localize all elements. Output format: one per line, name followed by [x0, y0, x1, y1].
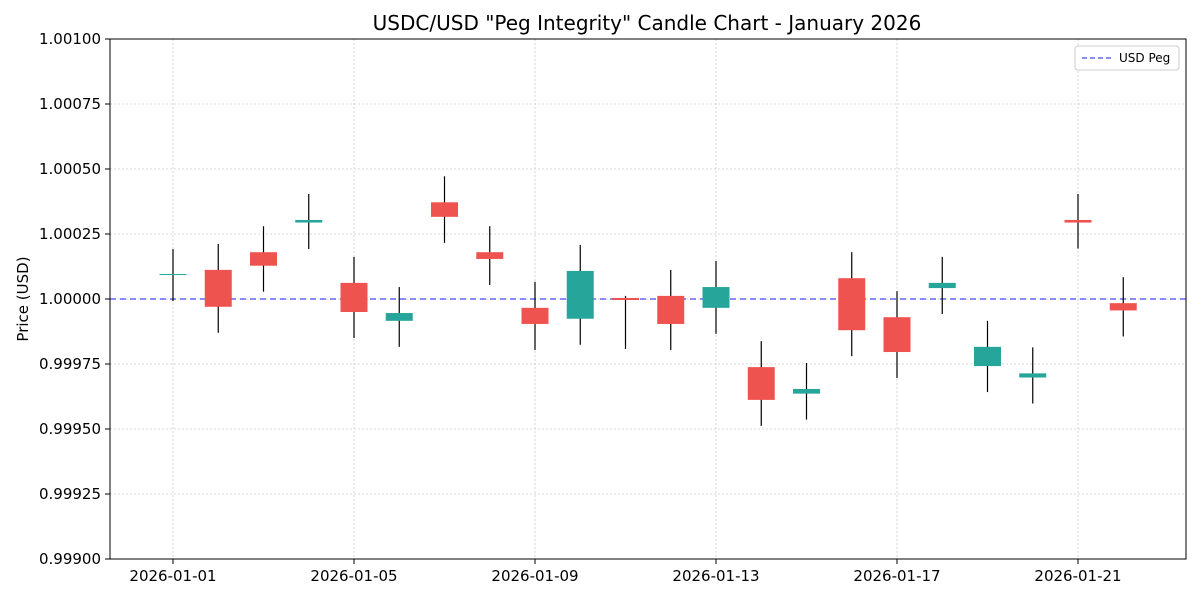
y-tick-label: 1.00075: [39, 95, 101, 113]
y-tick-label: 0.99925: [39, 485, 101, 503]
candle-body: [612, 297, 639, 301]
candle: [657, 269, 685, 350]
candle: [385, 287, 413, 347]
candle-body: [566, 270, 594, 319]
candle-body: [793, 388, 820, 394]
legend: USD Peg: [1074, 45, 1180, 71]
legend-peg-label: USD Peg: [1119, 51, 1170, 65]
candle-body: [747, 367, 775, 400]
candle-body: [657, 295, 685, 324]
candles-layer: [159, 176, 1137, 426]
candle-body: [1064, 219, 1092, 223]
candle-body: [204, 269, 232, 307]
y-tick-label: 0.99975: [39, 355, 101, 373]
candle: [250, 226, 277, 292]
chart-title: USDC/USD "Peg Integrity" Candle Chart - …: [373, 11, 922, 35]
candle-body: [521, 307, 549, 324]
x-tick-label: 2026-01-09: [491, 567, 578, 585]
candle-body: [385, 313, 413, 321]
y-axis: 0.99900 0.99925 0.99950 0.99975 1.00000 1.000…: [39, 30, 110, 568]
candle: [204, 243, 232, 333]
candle-body: [702, 287, 730, 308]
candle: [1109, 277, 1137, 337]
candle: [1064, 193, 1092, 249]
candle-body: [431, 202, 458, 217]
candle-body: [1019, 373, 1047, 378]
x-tick-label: 2026-01-21: [1034, 567, 1121, 585]
y-axis-title: Price (USD): [14, 256, 32, 341]
candle: [747, 341, 775, 426]
candle-body: [340, 282, 368, 312]
candle: [1019, 347, 1047, 404]
candle: [295, 193, 323, 250]
candle-body: [974, 346, 1001, 367]
candle: [476, 226, 504, 285]
x-tick-label: 2026-01-05: [310, 567, 397, 585]
candle-body: [250, 252, 277, 266]
candle: [974, 320, 1001, 393]
candle-body: [476, 252, 504, 259]
y-tick-label: 0.99900: [39, 550, 101, 568]
legend-box: [1074, 45, 1180, 71]
y-tick-label: 1.00100: [39, 30, 101, 48]
candle-body: [838, 278, 866, 331]
candle-body: [928, 282, 956, 289]
candle: [566, 244, 594, 345]
candle: [159, 249, 187, 302]
candle: [883, 291, 911, 379]
candle-body: [883, 317, 911, 353]
candle: [928, 256, 956, 315]
candle-body: [159, 274, 187, 276]
candle: [793, 362, 820, 420]
y-tick-label: 0.99950: [39, 420, 101, 438]
candle: [612, 295, 639, 349]
candle-body: [295, 219, 323, 223]
x-tick-label: 2026-01-17: [853, 567, 940, 585]
x-tick-label: 2026-01-13: [672, 567, 759, 585]
candle: [521, 281, 549, 350]
y-tick-label: 1.00025: [39, 225, 101, 243]
candle: [340, 256, 368, 338]
candle: [702, 261, 730, 334]
candle-body: [1109, 303, 1137, 311]
candle: [838, 252, 866, 357]
y-tick-label: 1.00000: [39, 290, 101, 308]
candle: [431, 176, 458, 243]
y-tick-label: 1.00050: [39, 160, 101, 178]
x-tick-label: 2026-01-01: [129, 567, 216, 585]
x-axis: 2026-01-01 2026-01-05 2026-01-09 2026-01-13…: [129, 559, 1122, 585]
